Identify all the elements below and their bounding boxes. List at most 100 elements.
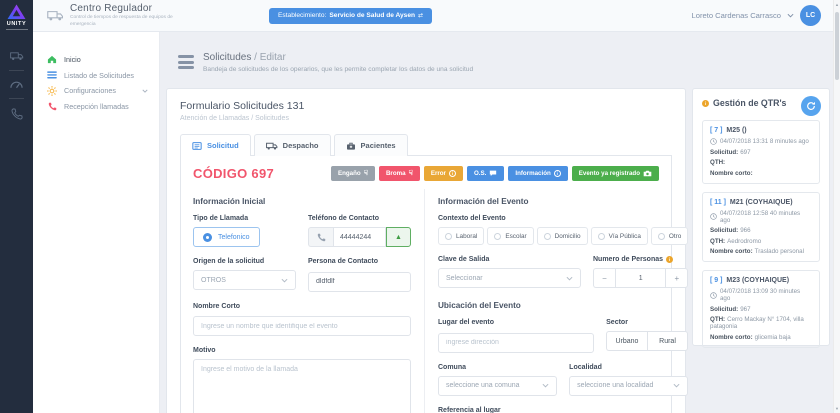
persona-contacto-input[interactable] bbox=[308, 272, 411, 292]
qtr-panel: i Gestión de QTR's [ 7 ] M25 () 04/07/20… bbox=[692, 88, 830, 346]
scrollbar[interactable]: ▲ ▼ bbox=[833, 0, 840, 413]
radio-icon bbox=[658, 233, 665, 240]
evento-ya-registrado-button[interactable]: Evento ya registrado bbox=[572, 166, 659, 181]
contexto-escolar-radio[interactable]: Escolar bbox=[487, 227, 533, 245]
qtr-nombre-label: Nombre corto: bbox=[710, 170, 753, 177]
breadcrumb-separator: / bbox=[251, 52, 259, 63]
nombre-corto-label: Nombre Corto bbox=[193, 303, 411, 310]
gauge-icon bbox=[10, 80, 23, 89]
ambulance-icon bbox=[266, 142, 278, 150]
solicitud-form-card: Formulario Solicitudes 131 Atención de L… bbox=[166, 88, 686, 413]
scroll-down-arrow[interactable]: ▼ bbox=[834, 404, 840, 413]
error-button[interactable]: Error i bbox=[424, 166, 463, 181]
radio-icon bbox=[494, 233, 501, 240]
unity-logo: UNITY bbox=[0, 0, 33, 32]
os-button[interactable]: O.S. bbox=[467, 166, 504, 181]
sidebar-item-listado-solicitudes[interactable]: Listado de Solicitudes bbox=[33, 68, 159, 84]
qtr-nombre-value: glicemia baja bbox=[755, 334, 791, 341]
top-header: Centro Regulador Control de tiempos de r… bbox=[33, 0, 833, 32]
clock-icon bbox=[710, 138, 717, 145]
rail-nav bbox=[0, 46, 33, 125]
radio-label: Vía Pública bbox=[609, 233, 641, 240]
radio-icon bbox=[598, 233, 605, 240]
sidebar-item-label: Recepción llamadas bbox=[64, 102, 129, 111]
sector-rural-button[interactable]: Rural bbox=[647, 331, 689, 351]
rail-ambulance-button[interactable] bbox=[10, 46, 24, 66]
telefono-input[interactable] bbox=[333, 227, 386, 247]
tab-solicitud[interactable]: Solicitud bbox=[180, 134, 251, 156]
informacion-button[interactable]: Información i bbox=[508, 166, 567, 181]
contexto-domicilio-radio[interactable]: Domicilio bbox=[537, 227, 588, 245]
decrease-button[interactable]: − bbox=[593, 268, 615, 288]
qtr-name: M23 (COYHAIQUE) bbox=[726, 277, 789, 284]
rail-divider bbox=[9, 70, 24, 71]
phone-icon bbox=[11, 108, 23, 120]
list-icon bbox=[47, 71, 57, 79]
menu-icon bbox=[178, 52, 194, 73]
unity-logo-text: UNITY bbox=[7, 21, 27, 27]
scroll-up-arrow[interactable]: ▲ bbox=[834, 0, 840, 9]
radio-label: Otro bbox=[669, 233, 681, 240]
origen-select[interactable]: OTROS bbox=[193, 270, 296, 290]
comuna-select[interactable]: seleccione una comuna bbox=[438, 376, 557, 396]
sector-label: Sector bbox=[606, 319, 688, 326]
informacion-evento-section: Información del Evento Contexto del Even… bbox=[425, 189, 688, 413]
radio-label: Escolar bbox=[505, 233, 526, 240]
localidad-select[interactable]: seleccione una localidad bbox=[569, 376, 688, 396]
tab-label: Despacho bbox=[283, 141, 319, 150]
sidebar-item-configuraciones[interactable]: Configuraciones bbox=[33, 83, 159, 99]
contexto-laboral-radio[interactable]: Laboral bbox=[438, 227, 484, 245]
info-icon: i bbox=[554, 170, 561, 177]
chevron-down-icon bbox=[673, 383, 680, 388]
qtr-list: [ 7 ] M25 () 04/07/2018 13:31 8 minutes … bbox=[702, 120, 820, 348]
qtr-index: [ 11 ] bbox=[710, 199, 726, 206]
unity-logo-icon bbox=[7, 4, 26, 20]
breadcrumb-link[interactable]: Solicitudes bbox=[203, 52, 251, 63]
radio-icon bbox=[544, 233, 551, 240]
sidebar: Inicio Listado de Solicitudes Configurac… bbox=[33, 32, 160, 413]
engano-button[interactable]: Engaño ☟ bbox=[331, 166, 375, 181]
breadcrumb: Solicitudes / Editar Bandeja de solicitu… bbox=[178, 52, 473, 73]
sector-button-group: Urbano Rural bbox=[606, 331, 688, 351]
avatar: LC bbox=[800, 5, 821, 26]
qtr-index: [ 9 ] bbox=[710, 277, 722, 284]
qtr-card[interactable]: [ 7 ] M25 () 04/07/2018 13:31 8 minutes … bbox=[702, 120, 820, 184]
informacion-inicial-section: Información Inicial Tipo de Llamada Tele… bbox=[193, 189, 425, 413]
increase-button[interactable]: + bbox=[666, 268, 688, 288]
thumbs-down-icon: ☟ bbox=[409, 170, 413, 177]
rail-calls-button[interactable] bbox=[11, 103, 23, 125]
motivo-textarea[interactable] bbox=[193, 359, 411, 413]
broma-button[interactable]: Broma ☟ bbox=[379, 166, 420, 181]
button-label: O.S. bbox=[474, 170, 486, 177]
contexto-otro-radio[interactable]: Otro bbox=[651, 227, 688, 245]
establishment-button[interactable]: Establecimiento: Servicio de Salud de Ay… bbox=[269, 8, 432, 24]
clock-icon bbox=[710, 292, 717, 299]
rail-dashboard-button[interactable] bbox=[10, 75, 23, 94]
tab-despacho[interactable]: Despacho bbox=[254, 134, 331, 156]
localidad-label: Localidad bbox=[569, 364, 688, 371]
clave-salida-select[interactable]: Seleccionar bbox=[438, 268, 581, 288]
qtr-card[interactable]: [ 11 ] M21 (COYHAIQUE) 04/07/2018 12:58 … bbox=[702, 192, 820, 263]
phone-icon bbox=[47, 102, 57, 111]
qtr-name: M21 (COYHAIQUE) bbox=[730, 199, 793, 206]
sidebar-item-recepcion-llamadas[interactable]: Recepción llamadas bbox=[33, 99, 159, 115]
user-menu[interactable]: Loreto Cardenas Carrasco LC bbox=[692, 5, 821, 26]
sector-urbano-button[interactable]: Urbano bbox=[606, 331, 647, 351]
rail-divider bbox=[9, 98, 24, 99]
qtr-datetime: 04/07/2018 13:31 8 minutes ago bbox=[720, 138, 809, 145]
tipo-llamada-telefonico-radio[interactable]: Telefonico bbox=[193, 227, 260, 247]
lugar-evento-input[interactable] bbox=[438, 333, 594, 353]
qtr-index: [ 7 ] bbox=[710, 127, 722, 134]
contexto-via-publica-radio[interactable]: Vía Pública bbox=[591, 227, 648, 245]
app-subtitle: Control de tiempos de respuesta de equip… bbox=[70, 15, 178, 28]
sidebar-item-inicio[interactable]: Inicio bbox=[33, 52, 159, 68]
telefono-alert-button[interactable]: ▲ bbox=[386, 227, 411, 247]
chevron-down-icon bbox=[566, 276, 573, 281]
nombre-corto-input[interactable] bbox=[193, 316, 411, 336]
scrollbar-thumb[interactable] bbox=[835, 12, 839, 80]
tab-pacientes[interactable]: Pacientes bbox=[334, 134, 408, 156]
ambulance-icon bbox=[47, 10, 64, 21]
camera-icon bbox=[643, 170, 652, 177]
refresh-button[interactable] bbox=[801, 96, 821, 116]
qtr-card[interactable]: [ 9 ] M23 (COYHAIQUE) 04/07/2018 13:09 3… bbox=[702, 270, 820, 348]
